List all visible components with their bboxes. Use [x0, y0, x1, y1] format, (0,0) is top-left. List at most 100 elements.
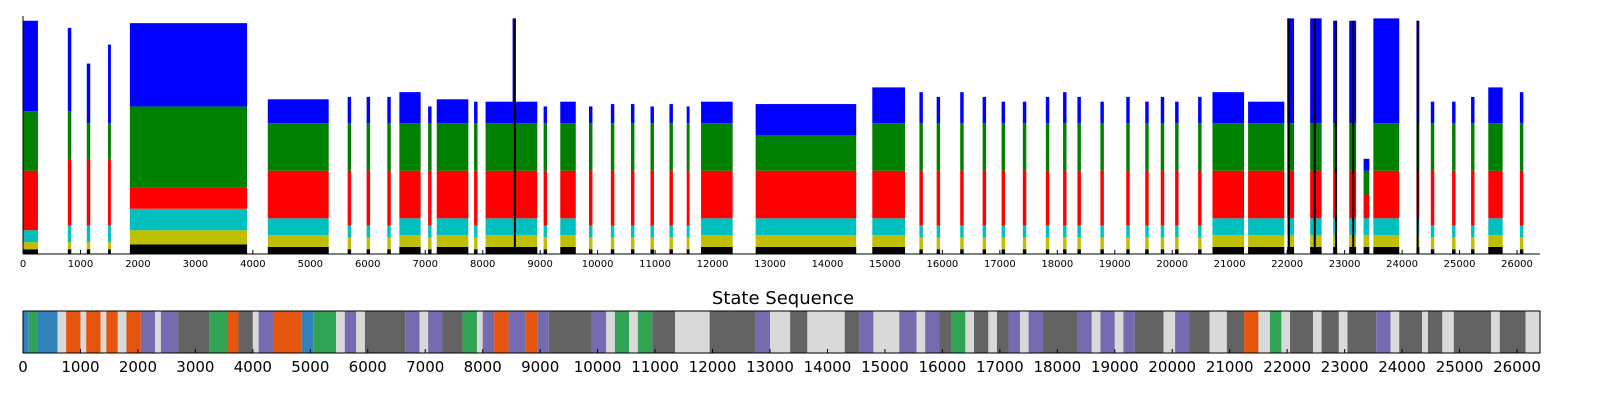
top-x-tick-label-9000: 9000 — [527, 259, 552, 270]
segment-52-band-4 — [1471, 123, 1475, 171]
state-band-20 — [272, 311, 302, 353]
state-band-80 — [1269, 311, 1282, 353]
segment-5-band-0 — [267, 246, 329, 254]
state-band-61 — [988, 311, 997, 353]
segment-25-band-4 — [872, 123, 906, 171]
segment-39-band-4 — [1175, 123, 1179, 171]
segment-9-band-2 — [399, 218, 421, 235]
segment-24-band-3 — [755, 170, 857, 219]
segment-17-band-0 — [589, 249, 593, 254]
state-band-62 — [996, 311, 1009, 353]
segment-26-band-4 — [919, 123, 923, 171]
segment-9-band-0 — [399, 246, 421, 254]
segment-47-band-5 — [1363, 158, 1370, 171]
segment-41-band-5 — [1212, 92, 1245, 124]
top-x-tick-label-21000: 21000 — [1214, 259, 1246, 270]
segment-52-band-5 — [1471, 96, 1475, 124]
segment-34-band-0 — [1077, 249, 1081, 254]
segment-30-band-1 — [1001, 237, 1006, 250]
segment-28-band-5 — [960, 92, 964, 124]
segment-29-band-4 — [982, 123, 987, 171]
segment-6-band-5 — [347, 96, 352, 124]
state-band-16 — [226, 311, 239, 353]
segment-11-band-4 — [436, 123, 469, 171]
state-band-22 — [313, 311, 337, 353]
state-band-24 — [344, 311, 357, 353]
state-band-38 — [548, 311, 592, 353]
segment-50-band-1 — [1430, 237, 1435, 250]
state-band-64 — [1019, 311, 1029, 353]
bottom-x-tick-label-26000: 26000 — [1493, 358, 1541, 376]
segment-17-band-5 — [589, 106, 593, 124]
segment-17-band-3 — [589, 170, 593, 226]
segment-19-band-3 — [630, 170, 635, 226]
segment-31-band-2 — [1022, 225, 1027, 238]
state-band-17 — [238, 311, 253, 353]
state-band-63 — [1008, 311, 1020, 353]
segment-30-band-5 — [1001, 101, 1006, 124]
segment-3-band-4 — [108, 123, 111, 159]
top-x-tick-label-13000: 13000 — [754, 259, 786, 270]
state-band-41 — [614, 311, 630, 353]
segment-10-band-2 — [428, 225, 432, 238]
bottom-x-tick-label-17000: 17000 — [976, 358, 1024, 376]
top-x-tick-label-3000: 3000 — [183, 259, 208, 270]
segment-18-band-3 — [610, 170, 615, 226]
state-band-23 — [336, 311, 345, 353]
state-band-52 — [859, 311, 874, 353]
state-band-57 — [939, 311, 952, 353]
segment-13-band-5 — [485, 101, 538, 124]
segment-38-band-5 — [1160, 96, 1165, 124]
segment-44-band-3 — [1310, 170, 1322, 219]
segment-37-band-5 — [1145, 101, 1149, 124]
segment-15-band-5 — [543, 106, 548, 124]
segment-9-band-1 — [399, 234, 421, 247]
top-chart-x-ticks: 0 1000 2000 3000 4000 5000 6000 7000 8000 9000 100… — [20, 250, 1533, 270]
segment-27-band-1 — [936, 237, 941, 250]
segment-24-band-4 — [755, 135, 857, 171]
segment-19-band-1 — [630, 237, 635, 250]
segment-38-band-4 — [1160, 123, 1165, 171]
bottom-x-tick-label-11000: 11000 — [631, 358, 679, 376]
top-chart-marks — [23, 18, 1524, 254]
segment-28-band-2 — [960, 225, 964, 238]
segment-51-band-4 — [1452, 123, 1456, 171]
segment-13-band-4 — [485, 123, 538, 171]
state-band-87 — [1376, 311, 1391, 353]
segment-41-band-2 — [1212, 218, 1245, 235]
segment-6-band-3 — [347, 170, 352, 226]
segment-44-band-1 — [1310, 234, 1322, 247]
segment-22-band-4 — [686, 123, 690, 171]
state-band-3 — [57, 311, 67, 353]
segment-29-band-2 — [982, 225, 987, 238]
state-band-88 — [1390, 311, 1400, 353]
state-band-7 — [100, 311, 107, 353]
segment-44-band-0 — [1310, 246, 1322, 254]
segment-31-band-3 — [1022, 170, 1027, 226]
segment-51-band-0 — [1452, 249, 1456, 254]
bottom-x-tick-label-20000: 20000 — [1148, 358, 1196, 376]
bottom-x-tick-label-16000: 16000 — [919, 358, 967, 376]
segment-31-band-1 — [1022, 237, 1027, 250]
bottom-x-tick-label-12000: 12000 — [689, 358, 737, 376]
segment-33-band-1 — [1063, 237, 1067, 250]
top-x-tick-label-0: 0 — [20, 259, 26, 270]
segment-16-band-0 — [560, 246, 576, 254]
segment-5-band-3 — [267, 170, 329, 219]
segment-34-band-1 — [1077, 237, 1081, 250]
segment-15-band-2 — [543, 225, 548, 238]
segment-42-band-4 — [1248, 123, 1285, 171]
state-sequence-bands — [23, 311, 1540, 353]
segment-8-band-5 — [387, 96, 391, 124]
segment-10-band-3 — [428, 170, 432, 226]
state-band-69 — [1100, 311, 1115, 353]
segment-32-band-5 — [1045, 96, 1050, 124]
bottom-x-tick-label-3000: 3000 — [176, 358, 214, 376]
state-band-30 — [442, 311, 463, 353]
segment-2-band-3 — [86, 158, 91, 226]
segment-18-band-2 — [610, 225, 615, 238]
segment-11-band-2 — [436, 218, 469, 235]
segment-20-band-1 — [650, 237, 654, 250]
segment-43-band-3 — [1287, 170, 1295, 219]
top-x-tick-label-22000: 22000 — [1271, 259, 1303, 270]
